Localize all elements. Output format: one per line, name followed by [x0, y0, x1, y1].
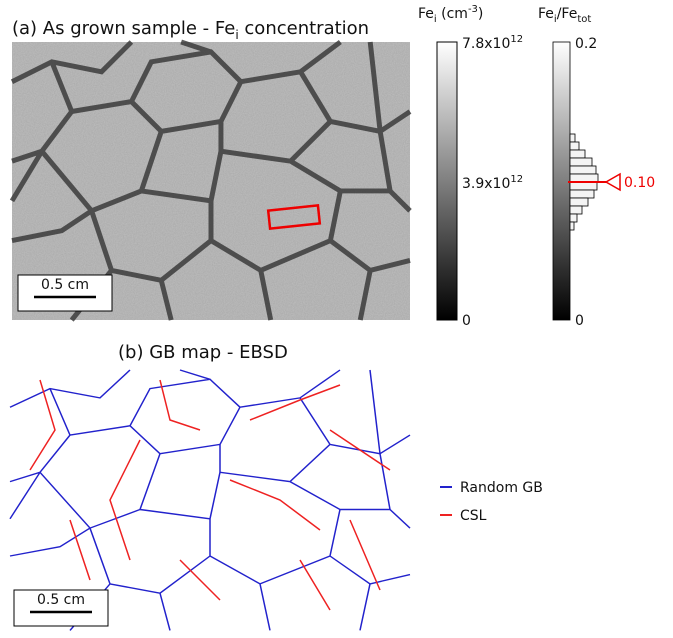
- histogram: [552, 41, 599, 321]
- text-part: 7.8x10: [462, 36, 510, 52]
- text-part: Fe: [418, 6, 434, 22]
- text-part: i: [235, 28, 238, 42]
- text-part: 12: [510, 174, 523, 185]
- colorbar-tick: 3.9x1012: [462, 174, 523, 192]
- micrograph: 0.5 cm: [12, 42, 410, 320]
- histogram-marker: 0.10: [624, 175, 655, 191]
- histogram-tick: 0.2: [575, 36, 597, 52]
- text-part: concentration: [239, 18, 369, 39]
- gb-map: 0.5 cm: [9, 369, 411, 632]
- text-part: (cm: [437, 6, 468, 22]
- colorbar-tick: 0: [462, 313, 471, 329]
- text-part: tot: [577, 14, 591, 25]
- text-part: 12: [510, 34, 523, 45]
- scale-bar-label: 0.5 cm: [41, 277, 89, 293]
- colorbar-tick: 7.8x1012: [462, 34, 523, 52]
- legend-label: Random GB: [460, 480, 543, 496]
- histogram-label: Fei/Fetot: [538, 6, 591, 25]
- text-part: 3.9x10: [462, 176, 510, 192]
- colorbar-label: Fei (cm-3): [418, 4, 483, 25]
- text-part: -3: [468, 4, 478, 15]
- text-part: i: [434, 14, 437, 25]
- text-part: i: [554, 14, 557, 25]
- text-part: Fe: [538, 6, 554, 22]
- histogram-tick: 0: [575, 313, 584, 329]
- text-part: (a) As grown sample - Fe: [12, 18, 235, 39]
- colorbar: [436, 41, 458, 321]
- scale-bar-label: 0.5 cm: [37, 592, 85, 608]
- panel-b-title: (b) GB map - EBSD: [118, 342, 288, 363]
- text-part: /Fe: [557, 6, 578, 22]
- text-part: ): [478, 6, 483, 22]
- legend-label: CSL: [460, 508, 487, 524]
- panel-a-title: (a) As grown sample - Fei concentration: [12, 18, 369, 42]
